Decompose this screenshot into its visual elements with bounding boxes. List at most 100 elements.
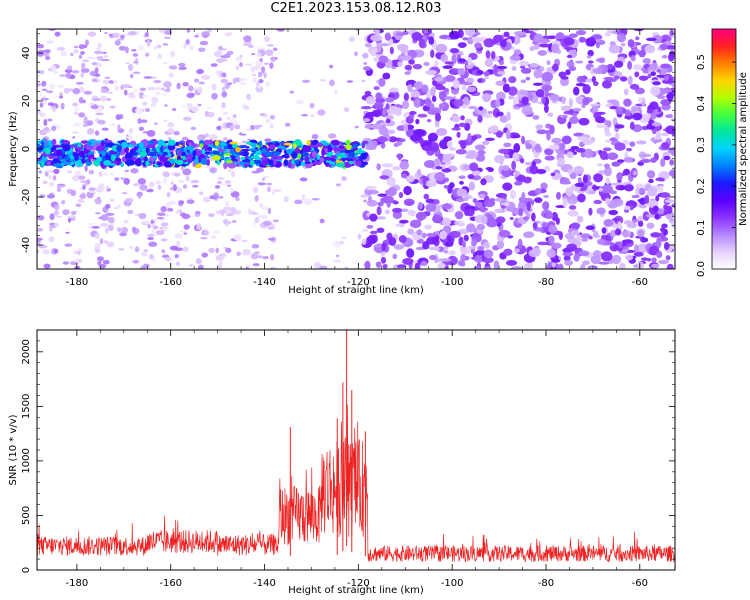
figure-title: C2E1.2023.153.08.12.R03 bbox=[270, 1, 442, 16]
spectrogram-signal-cell bbox=[124, 148, 129, 153]
spectrogram-cell bbox=[88, 187, 96, 191]
spectrogram-cell bbox=[52, 169, 60, 173]
spectrogram-cell bbox=[39, 112, 46, 117]
spectrogram-signal-cell bbox=[44, 147, 51, 155]
spectrogram-cell bbox=[671, 83, 675, 88]
spectrogram-cell bbox=[48, 236, 55, 242]
spectrogram-cell bbox=[235, 197, 240, 201]
spectrogram-cell bbox=[216, 180, 222, 185]
spectrogram-cell bbox=[181, 136, 189, 141]
snr-series-line bbox=[37, 404, 675, 563]
spectrogram-cell bbox=[500, 39, 507, 48]
spectrogram-cell bbox=[194, 213, 200, 217]
spectrogram-cell bbox=[627, 60, 633, 70]
spectrogram-signal-cell bbox=[88, 151, 94, 155]
spectrogram-signal-cell bbox=[189, 147, 193, 153]
spectrogram-cell bbox=[385, 118, 391, 124]
spectrogram-cell bbox=[402, 100, 410, 110]
spectrogram-cell bbox=[477, 149, 486, 156]
spectrogram-cell bbox=[494, 198, 505, 202]
spectrogram-cell bbox=[665, 255, 671, 261]
spectrogram-cell bbox=[72, 136, 76, 139]
spectrogram-cell bbox=[155, 92, 161, 95]
spectrogram-x-tick-label: -160 bbox=[159, 277, 182, 288]
spectrogram-cell bbox=[178, 66, 187, 71]
spectrogram-cell bbox=[215, 70, 221, 75]
spectrogram-cell bbox=[229, 125, 234, 131]
spectrogram-cell bbox=[80, 68, 90, 73]
spectrogram-cell bbox=[640, 153, 652, 158]
spectrogram-cell bbox=[37, 73, 40, 79]
spectrogram-cell bbox=[666, 92, 674, 102]
spectrogram-cell bbox=[638, 97, 644, 103]
spectrogram-cell bbox=[192, 184, 199, 188]
spectrogram-cell bbox=[104, 31, 108, 35]
spectrogram-y-axis: -40 -20 0 20 40 bbox=[21, 33, 675, 253]
spectrogram-cell bbox=[139, 184, 148, 191]
spectrogram-cell bbox=[257, 182, 266, 186]
colorbar-tick-label: 0.5 bbox=[696, 54, 707, 70]
spectrogram-cell bbox=[569, 116, 579, 125]
spectrogram-cell bbox=[155, 229, 165, 236]
spectrogram-xlabel: Height of straight line (km) bbox=[288, 285, 424, 296]
spectrogram-cell bbox=[146, 129, 156, 137]
spectrogram-cell bbox=[232, 220, 237, 223]
spectrogram-cell bbox=[73, 250, 78, 255]
spectrogram-cell bbox=[261, 206, 270, 211]
spectrogram-signal-cell bbox=[260, 148, 267, 154]
spectrogram-cell bbox=[94, 242, 101, 250]
spectrogram-cell bbox=[114, 85, 119, 92]
spectrogram-cell bbox=[589, 266, 595, 269]
spectrogram-cell bbox=[451, 127, 461, 131]
spectrogram-signal-cell bbox=[194, 149, 202, 156]
spectrogram-cell bbox=[664, 199, 675, 204]
spectrogram-cell bbox=[197, 103, 202, 107]
spectrogram-cell bbox=[46, 40, 55, 44]
spectrogram-cell bbox=[632, 64, 643, 71]
spectrogram-y-tick-label: -20 bbox=[21, 189, 32, 205]
spectrogram-cell bbox=[84, 164, 88, 172]
spectrogram-cell bbox=[385, 103, 390, 110]
spectrogram-cell bbox=[444, 241, 454, 247]
spectrogram-cell bbox=[67, 215, 77, 219]
spectrogram-cell bbox=[617, 221, 622, 230]
spectrogram-cell bbox=[52, 123, 58, 126]
spectrogram-cell bbox=[646, 170, 656, 179]
spectrogram-cell bbox=[385, 97, 395, 103]
spectrogram-cell bbox=[612, 217, 622, 222]
spectrogram-cell bbox=[425, 179, 438, 188]
spectrogram-cell bbox=[437, 262, 446, 269]
spectrogram-cell bbox=[103, 54, 108, 58]
spectrogram-cell bbox=[646, 109, 654, 114]
spectrogram-cell bbox=[153, 122, 158, 126]
spectrogram-cell bbox=[368, 46, 379, 55]
spectrogram-signal-cell bbox=[58, 154, 63, 160]
spectrogram-cell bbox=[137, 178, 146, 185]
spectrogram-signal-cell bbox=[321, 149, 326, 157]
spectrogram-cell bbox=[650, 157, 657, 163]
spectrogram-cell bbox=[463, 96, 470, 105]
spectrogram-cell bbox=[583, 148, 594, 159]
spectrogram-cell bbox=[198, 191, 204, 196]
spectrogram-cell bbox=[341, 236, 347, 239]
spectrogram-cell bbox=[59, 92, 63, 96]
spectrogram-cell bbox=[53, 248, 59, 254]
spectrogram-cell bbox=[232, 114, 237, 118]
spectrogram-cell bbox=[471, 170, 481, 176]
spectrogram-cell bbox=[598, 57, 606, 64]
spectrogram-cell bbox=[596, 163, 604, 167]
spectrogram-cell bbox=[650, 232, 662, 238]
spectrogram-cell bbox=[303, 198, 312, 206]
spectrogram-cell bbox=[504, 153, 510, 159]
spectrogram-signal-cell bbox=[159, 154, 166, 163]
spectrogram-cell bbox=[105, 212, 115, 216]
spectrogram-cell bbox=[630, 55, 636, 62]
spectrogram-cell bbox=[73, 122, 81, 127]
spectrogram-cell bbox=[465, 77, 475, 83]
spectrogram-cell bbox=[435, 128, 448, 136]
spectrogram-cell bbox=[647, 258, 652, 262]
spectrogram-cell bbox=[132, 259, 140, 264]
spectrogram-cell bbox=[624, 115, 634, 120]
spectrogram-cell bbox=[362, 117, 371, 123]
spectrogram-cell bbox=[64, 243, 73, 247]
